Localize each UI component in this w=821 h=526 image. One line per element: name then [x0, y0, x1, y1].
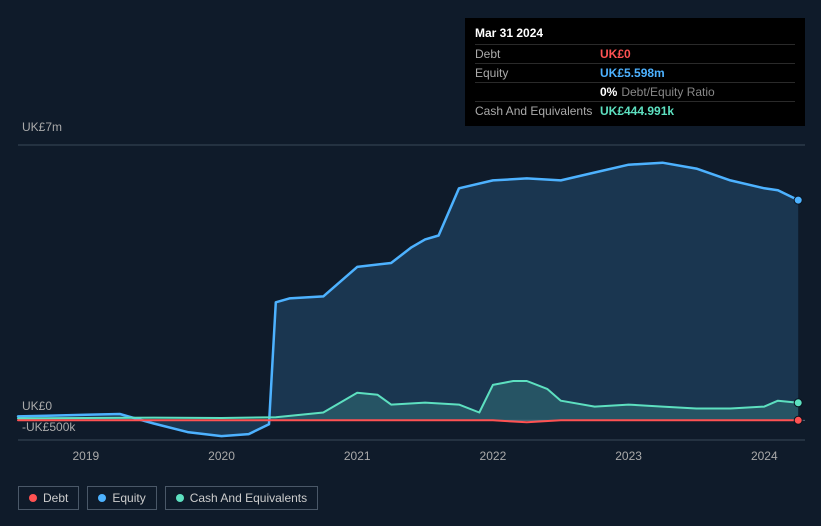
- chart-legend: Debt Equity Cash And Equivalents: [18, 486, 318, 510]
- tooltip-row-value: UK£0: [600, 47, 631, 61]
- financials-chart: UK£7m UK£0 -UK£500k 2019 2020 2021 2022 2023 202…: [0, 0, 821, 526]
- equity-area: [18, 163, 798, 436]
- tooltip-row-label: Equity: [475, 66, 600, 80]
- chart-tooltip: Mar 31 2024 DebtUK£0EquityUK£5.598m0%Deb…: [465, 18, 805, 126]
- y-axis-label: UK£0: [22, 399, 52, 413]
- legend-item-equity[interactable]: Equity: [87, 486, 156, 510]
- legend-label: Equity: [112, 491, 145, 505]
- cash-legend-dot-icon: [176, 494, 184, 502]
- tooltip-row: DebtUK£0: [475, 44, 795, 63]
- debt-line: [18, 420, 798, 422]
- tooltip-row-suffix: Debt/Equity Ratio: [621, 85, 714, 99]
- equity-legend-dot-icon: [98, 494, 106, 502]
- tooltip-row: EquityUK£5.598m: [475, 63, 795, 82]
- tooltip-row-label: Debt: [475, 47, 600, 61]
- cash-end-dot: [794, 399, 802, 407]
- tooltip-row-value: UK£444.991k: [600, 104, 674, 118]
- y-axis-label: UK£7m: [22, 120, 62, 134]
- debt-end-dot: [794, 416, 802, 424]
- tooltip-row-value: 0%Debt/Equity Ratio: [600, 85, 715, 99]
- tooltip-row-label: [475, 85, 600, 99]
- tooltip-row-value: UK£5.598m: [600, 66, 665, 80]
- tooltip-date: Mar 31 2024: [475, 24, 795, 44]
- legend-label: Cash And Equivalents: [190, 491, 307, 505]
- x-axis-label: 2023: [615, 449, 642, 463]
- x-axis-label: 2024: [751, 449, 778, 463]
- legend-item-cash[interactable]: Cash And Equivalents: [165, 486, 318, 510]
- x-axis-label: 2020: [208, 449, 235, 463]
- debt-legend-dot-icon: [29, 494, 37, 502]
- x-axis-label: 2021: [344, 449, 371, 463]
- equity-end-dot: [794, 196, 802, 204]
- tooltip-row: Cash And EquivalentsUK£444.991k: [475, 101, 795, 120]
- legend-label: Debt: [43, 491, 68, 505]
- y-axis-label: -UK£500k: [22, 420, 76, 434]
- x-axis-label: 2022: [480, 449, 507, 463]
- legend-item-debt[interactable]: Debt: [18, 486, 79, 510]
- x-axis-label: 2019: [72, 449, 99, 463]
- tooltip-row-label: Cash And Equivalents: [475, 104, 600, 118]
- tooltip-row: 0%Debt/Equity Ratio: [475, 82, 795, 101]
